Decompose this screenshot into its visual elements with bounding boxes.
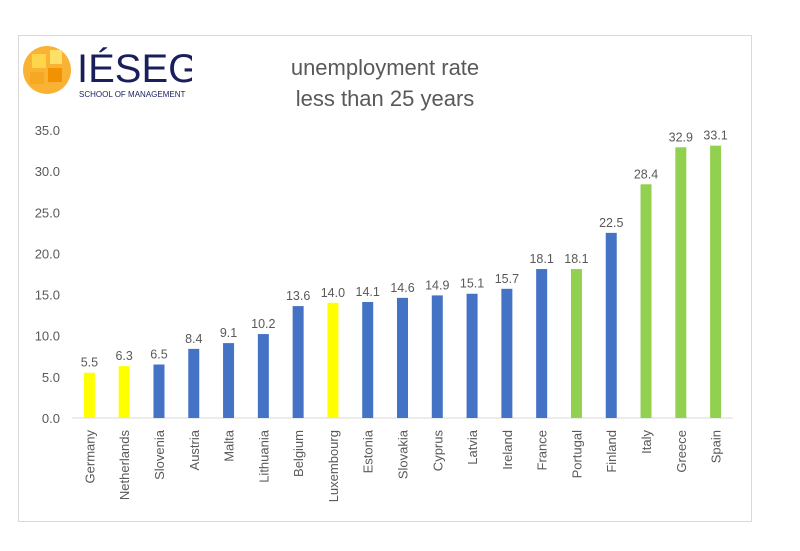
bar-estonia (362, 301, 374, 418)
data-label: 14.1 (356, 285, 380, 299)
x-tick-label: Estonia (361, 429, 376, 473)
x-tick-label: Belgium (291, 430, 306, 477)
data-label: 14.6 (390, 281, 414, 295)
data-label: 10.2 (251, 317, 275, 331)
bar-slovenia (153, 364, 165, 418)
bar-greece (675, 147, 687, 418)
y-tick-label: 5.0 (42, 370, 60, 385)
data-label: 14.9 (425, 278, 449, 292)
bar-spain (710, 145, 722, 419)
bar-belgium (292, 306, 304, 418)
y-tick-label: 10.0 (35, 329, 60, 344)
x-tick-label: Malta (222, 429, 237, 462)
data-label: 6.3 (115, 349, 132, 363)
x-tick-label: Germany (82, 430, 97, 484)
bar-germany (83, 372, 95, 418)
y-tick-label: 35.0 (35, 123, 60, 138)
x-tick-label: France (535, 430, 550, 470)
x-tick-label: Cyprus (430, 430, 445, 472)
x-tick-label: Slovenia (152, 429, 167, 480)
x-tick-label: Latvia (465, 429, 480, 464)
x-tick-label: Luxembourg (326, 430, 341, 502)
x-tick-label: Finland (604, 430, 619, 473)
data-label: 32.9 (669, 130, 693, 144)
bar-malta (223, 343, 235, 418)
x-tick-label: Ireland (500, 430, 515, 470)
y-tick-label: 30.0 (35, 164, 60, 179)
y-tick-label: 20.0 (35, 246, 60, 261)
bar-latvia (466, 293, 478, 418)
y-tick-label: 25.0 (35, 205, 60, 220)
data-label: 18.1 (529, 252, 553, 266)
title-line-2: less than 25 years (295, 86, 475, 111)
x-tick-label: Italy (639, 430, 654, 454)
y-tick-label: 0.0 (42, 411, 60, 426)
x-tick-label: Austria (187, 429, 202, 470)
bar-luxembourg (327, 302, 339, 418)
bar-france (536, 269, 548, 418)
svg-text:IÉSEG: IÉSEG (77, 46, 192, 91)
x-tick-label: Slovakia (396, 429, 411, 479)
bar-finland (605, 232, 617, 418)
bar-portugal (570, 269, 582, 418)
svg-text:SCHOOL OF MANAGEMENT: SCHOOL OF MANAGEMENT (79, 90, 185, 99)
data-label: 28.4 (634, 167, 658, 181)
data-label: 8.4 (185, 332, 202, 346)
chart-title: unemployment rate less than 25 years (250, 52, 520, 114)
x-tick-label: Lithuania (256, 429, 271, 483)
bar-netherlands (118, 366, 130, 418)
data-label: 6.5 (150, 348, 167, 362)
x-tick-label: Netherlands (117, 430, 132, 501)
data-label: 5.5 (81, 356, 98, 370)
bar-slovakia (397, 297, 408, 418)
bar-italy (640, 184, 652, 418)
x-tick-label: Portugal (569, 430, 584, 479)
x-tick-label: Spain (709, 430, 724, 463)
bar-cyprus (431, 295, 443, 418)
data-label: 15.7 (495, 272, 519, 286)
bar-ireland (501, 288, 513, 418)
data-label: 14.0 (321, 286, 345, 300)
chart-frame (18, 35, 752, 522)
data-label: 18.1 (564, 252, 588, 266)
data-label: 22.5 (599, 216, 623, 230)
x-tick-label: Greece (674, 430, 689, 473)
y-tick-label: 15.0 (35, 288, 60, 303)
ieseg-logo: IÉSEG SCHOOL OF MANAGEMENT (23, 46, 192, 99)
data-label: 13.6 (286, 289, 310, 303)
bar-lithuania (257, 334, 269, 418)
bar-austria (188, 348, 200, 418)
data-label: 33.1 (703, 129, 727, 143)
data-label: 9.1 (220, 326, 237, 340)
data-label: 15.1 (460, 277, 484, 291)
title-line-1: unemployment rate (290, 55, 480, 80)
